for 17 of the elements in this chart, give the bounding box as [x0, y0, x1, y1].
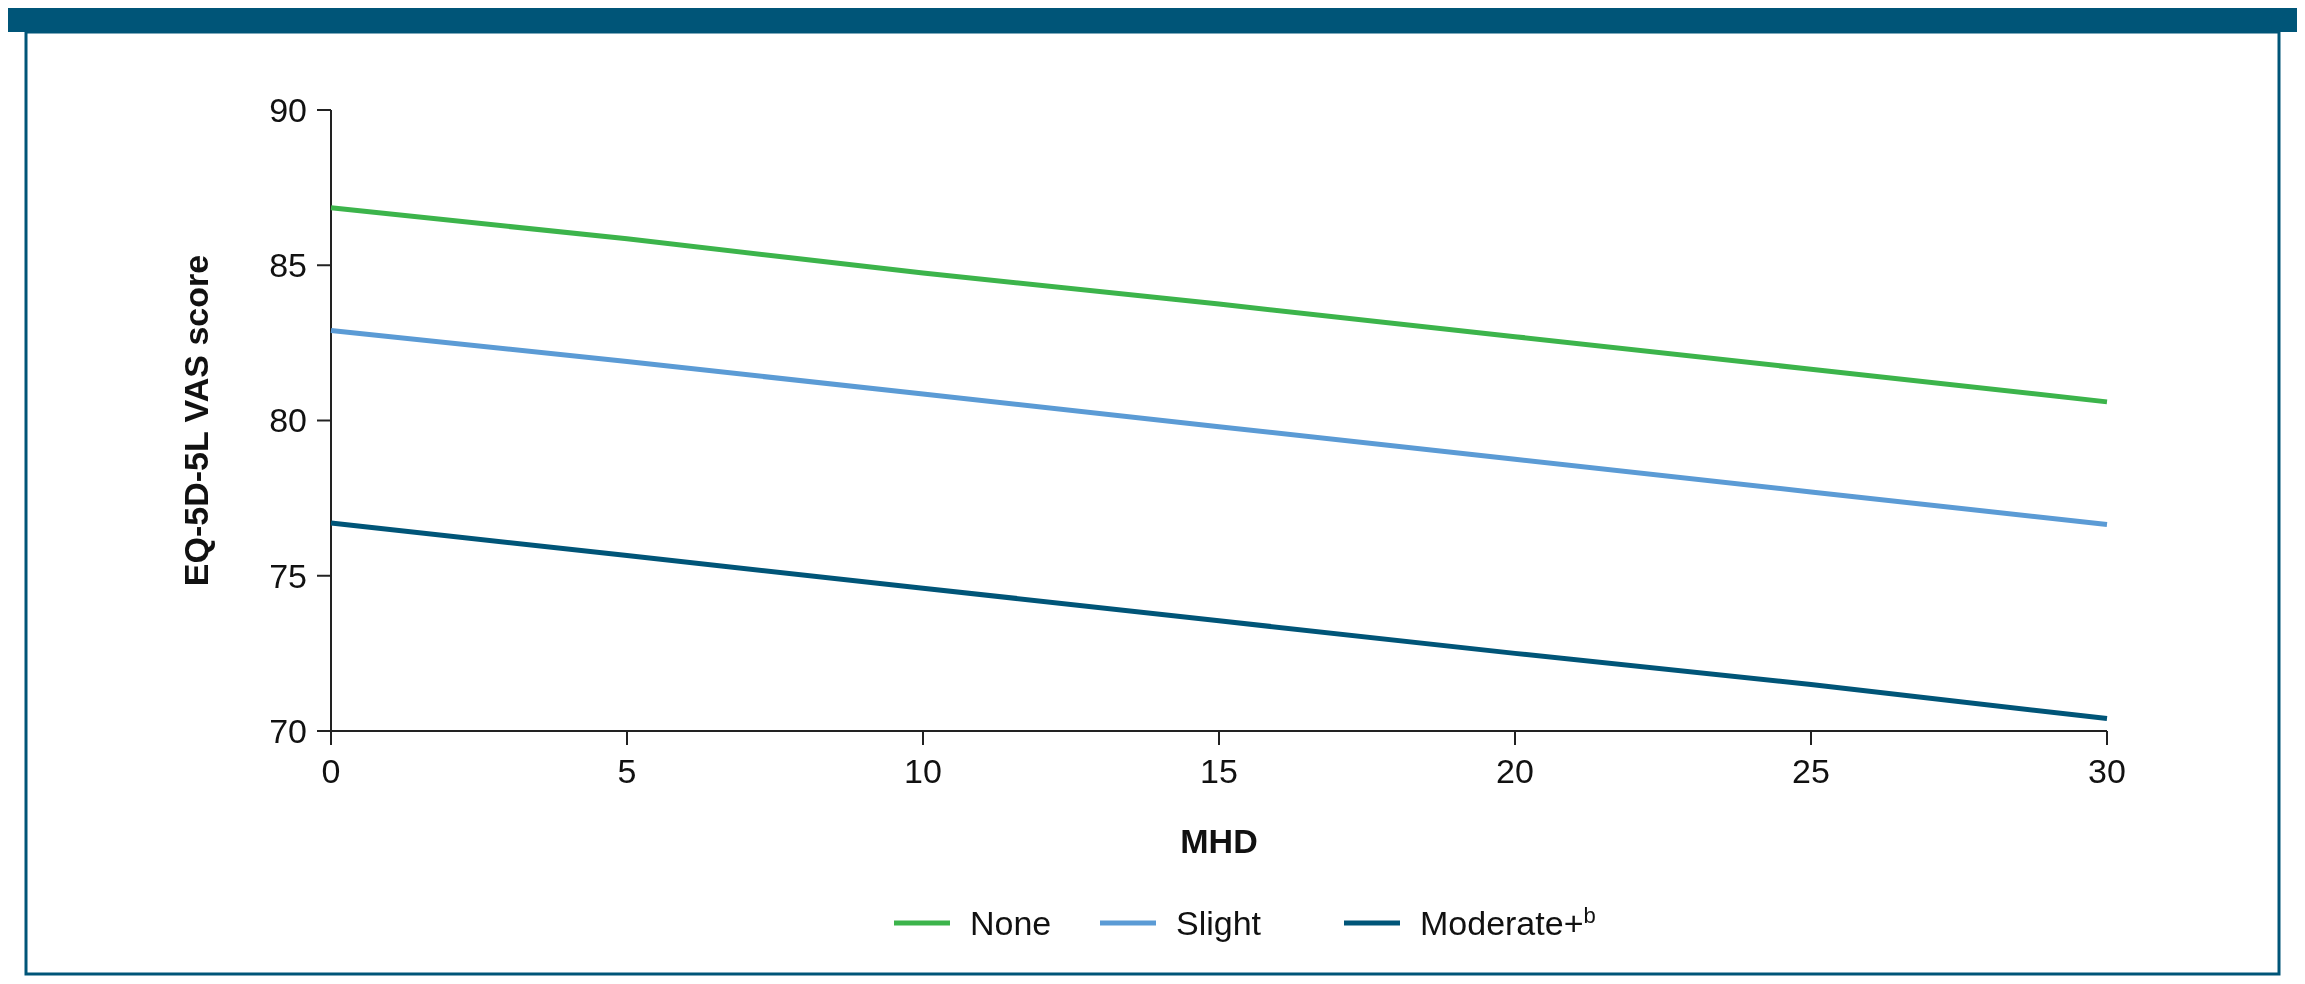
y-axis-title: EQ-5D-5L VAS score: [177, 254, 215, 587]
y-tick-label: 75: [269, 556, 307, 595]
legend-label: None: [970, 903, 1052, 942]
y-tick-label: 70: [269, 711, 307, 750]
y-tick-label: 90: [269, 90, 307, 129]
x-tick-label: 5: [617, 752, 637, 790]
legend-label: Slight: [1176, 903, 1262, 942]
x-tick-label: 25: [1792, 752, 1830, 790]
x-tick-label: 0: [321, 752, 341, 790]
legend-label: Moderate+$^{b}$: [1420, 902, 1596, 942]
x-tick-label: 10: [904, 752, 942, 790]
x-axis-title: MHD: [1180, 822, 1258, 860]
x-tick-label: 30: [2088, 752, 2126, 790]
y-tick-label: 85: [269, 246, 307, 285]
y-tick-label: 80: [269, 401, 307, 440]
x-tick-label: 15: [1200, 752, 1238, 790]
x-tick-label: 20: [1496, 752, 1534, 790]
